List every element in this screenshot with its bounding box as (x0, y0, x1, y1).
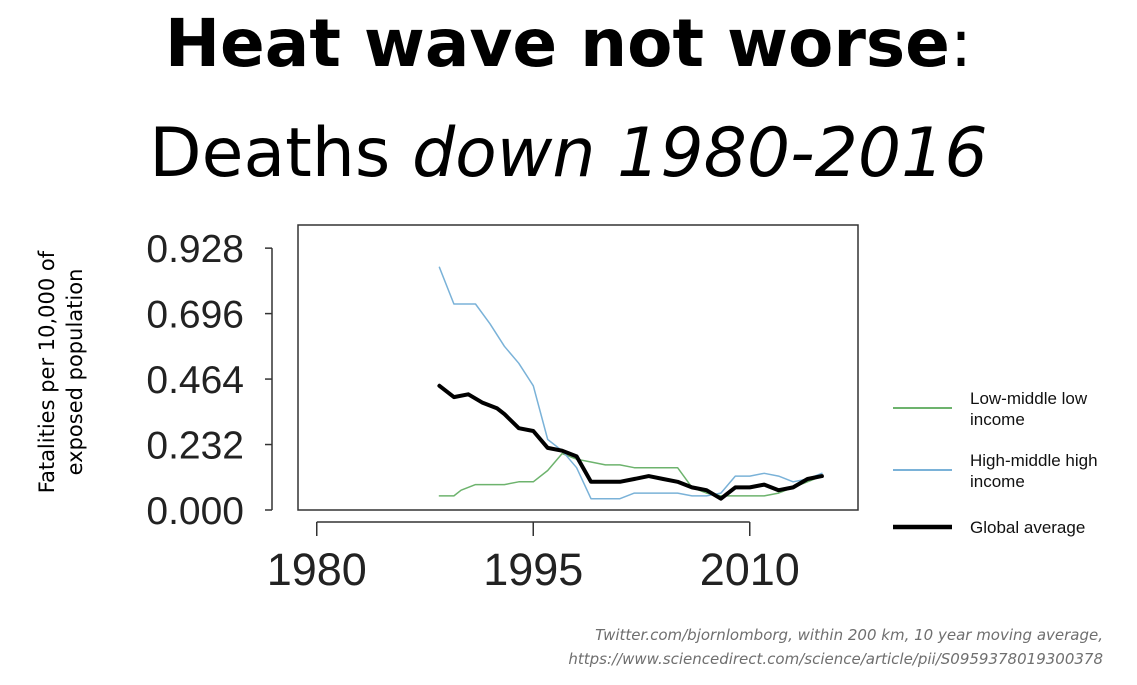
source-line-1: Twitter.com/bjornlomborg, within 200 km,… (595, 626, 1103, 644)
plot-frame (297, 224, 859, 511)
legend-label-global-average: Global average (970, 518, 1085, 537)
title-line-1: Heat wave not worse: (0, 2, 1137, 86)
series-line-low-middle-low-income (438, 452, 823, 497)
y-tick-label: 0.464 (146, 359, 244, 402)
title-bold: Heat wave not worse (164, 5, 950, 82)
title-colon: : (949, 5, 973, 82)
y-tick-label: 0.696 (146, 294, 244, 337)
y-tick-label: 0.232 (146, 425, 244, 468)
x-tick-label: 2010 (700, 544, 800, 595)
series-line-global-average (437, 383, 824, 501)
legend-label-low-middle-low-income: Low-middle low (970, 389, 1088, 408)
x-tick-label: 1980 (267, 544, 367, 595)
source-note: Twitter.com/bjornlomborg, within 200 km,… (568, 623, 1103, 671)
title-line-2: Deaths down 1980-2016 (0, 112, 1137, 196)
series-line-high-middle-high-income (438, 266, 823, 500)
title-italic: down 1980-2016 (411, 114, 988, 193)
y-tick-label: 0.928 (146, 228, 244, 271)
source-line-2: https://www.sciencedirect.com/science/ar… (568, 650, 1103, 668)
legend-label-low-middle-low-income: income (970, 410, 1025, 429)
y-tick-label: 0.000 (146, 490, 244, 533)
legend-label-high-middle-high-income: High-middle high (970, 451, 1098, 470)
legend-label-high-middle-high-income: income (970, 472, 1025, 491)
x-tick-label: 1995 (483, 544, 583, 595)
title-prefix: Deaths (149, 114, 412, 193)
